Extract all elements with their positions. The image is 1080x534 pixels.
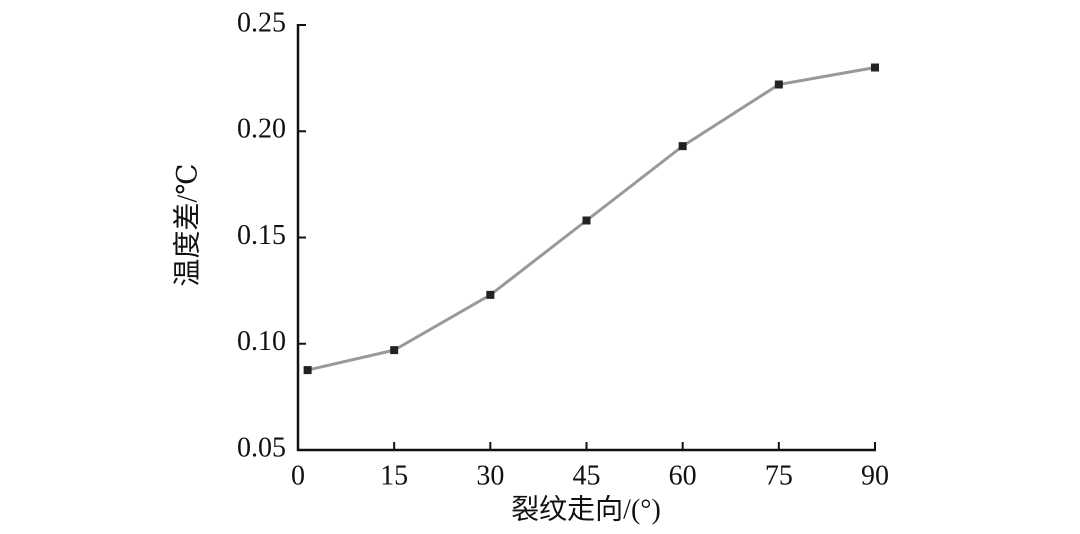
y-tick-label: 0.20 [237,114,286,145]
x-tick-label: 60 [669,460,697,491]
data-point [303,366,312,375]
data-point [390,346,399,355]
x-tick-label: 45 [573,460,601,491]
y-tick-label: 0.10 [237,326,286,357]
data-point [871,63,879,72]
y-tick-label: 0.15 [237,220,286,251]
x-tick-label: 90 [861,460,889,491]
data-point [774,80,783,89]
y-tick-label: 0.05 [237,432,286,463]
data-point [486,290,495,299]
x-tick-label: 30 [476,460,504,491]
x-tick-label: 15 [380,460,408,491]
y-axis-label: 温度差/℃ [171,163,203,286]
data-point [582,216,591,225]
data-line [307,66,876,372]
x-tick-label: 75 [765,460,793,491]
x-axis-label: 裂纹走向/(°) [511,493,661,525]
x-tick-label: 0 [291,460,305,491]
y-tick-label: 0.25 [237,7,286,38]
data-point [678,142,687,151]
